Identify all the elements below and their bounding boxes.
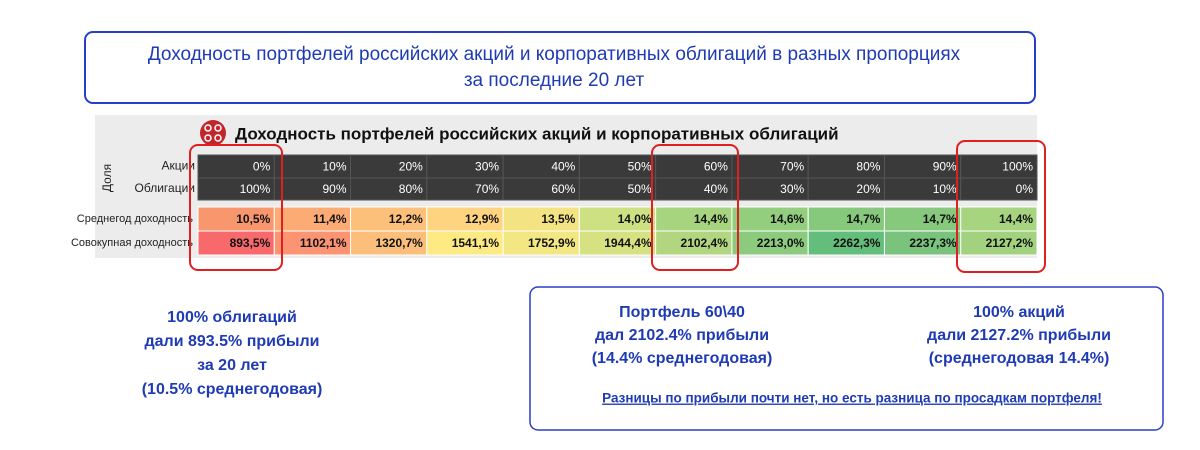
cell-text: 60% xyxy=(704,160,728,174)
cell xyxy=(273,230,352,256)
cell-text: 50% xyxy=(628,160,652,174)
cell-text: 1541,1% xyxy=(452,236,500,250)
row-label: Акции xyxy=(161,159,195,173)
note-line: (10.5% среднегодовая) xyxy=(142,381,323,398)
cell-text: 1944,4% xyxy=(604,236,652,250)
title-line: Доходность портфелей российских акций и … xyxy=(148,44,961,65)
cell xyxy=(883,230,962,256)
cell-text: 10% xyxy=(933,182,957,196)
cell xyxy=(731,230,809,256)
note-line: за 20 лет xyxy=(197,357,267,374)
cell xyxy=(960,177,1038,201)
cell-text: 90% xyxy=(323,182,347,196)
cell xyxy=(273,206,352,232)
cell xyxy=(807,230,885,256)
title-line: за последние 20 лет xyxy=(464,70,645,91)
cell-text: 40% xyxy=(704,182,728,196)
cell xyxy=(578,230,657,256)
cell-text: 80% xyxy=(399,182,423,196)
note-line: дал 2102.4% прибыли xyxy=(595,327,769,344)
cell-text: 12,9% xyxy=(465,212,499,226)
cell-text: 2262,3% xyxy=(833,236,881,250)
note-line: (среднегодовая 14.4%) xyxy=(929,350,1110,367)
cell-text: 90% xyxy=(933,160,957,174)
cell-text: 1752,9% xyxy=(528,236,576,250)
cell-text: 30% xyxy=(780,182,804,196)
notes-box xyxy=(529,286,1164,431)
note-line: Портфель 60\40 xyxy=(619,304,745,321)
cell-text: 14,0% xyxy=(618,212,652,226)
note-line: дали 893.5% прибыли xyxy=(144,333,319,350)
cell-text: 11,4% xyxy=(313,212,347,226)
cell-text: 40% xyxy=(551,160,575,174)
cell xyxy=(960,230,1038,256)
table-title: Доходность портфелей российских акций и … xyxy=(235,124,839,143)
table: Акции 0% 10% 20% 30% 40% 50% 60% 70% 80% 90% 100% Об… xyxy=(71,154,1038,256)
title-box xyxy=(84,31,1036,104)
cell xyxy=(655,230,733,256)
cell-text: 14,7% xyxy=(846,212,880,226)
cell-text: 100% xyxy=(1002,160,1033,174)
cell xyxy=(502,230,580,256)
cell-text: 100% xyxy=(240,182,271,196)
cell-text: 0% xyxy=(253,160,271,174)
cell-text: 14,6% xyxy=(770,212,804,226)
cell xyxy=(197,230,275,256)
cell-text: 1102,1% xyxy=(300,236,347,250)
cell-text: 50% xyxy=(628,182,652,196)
conclusion: Разницы по прибыли почти нет, но есть ра… xyxy=(602,391,1102,406)
cell-text: 0% xyxy=(1016,182,1034,196)
cell-text: 893,5% xyxy=(230,236,271,250)
cell-text: 14,7% xyxy=(923,212,957,226)
cell-text: 10,5% xyxy=(236,212,270,226)
cell-text: 14,4% xyxy=(694,212,728,226)
cell-text: 1320,7% xyxy=(375,236,423,250)
cell-text: 60% xyxy=(551,182,575,196)
cell-text: 70% xyxy=(780,160,804,174)
cell-text: 80% xyxy=(856,160,880,174)
note-line: 100% облигаций xyxy=(167,309,297,326)
cell-text: 2127,2% xyxy=(986,236,1034,250)
cell-text: 70% xyxy=(475,182,499,196)
cell-text: 20% xyxy=(399,160,423,174)
cell-text: 12,2% xyxy=(389,212,423,226)
note-line: 100% акций xyxy=(973,304,1065,321)
note-line: дали 2127.2% прибыли xyxy=(927,327,1111,344)
metric-label: Среднегод доходность xyxy=(77,213,193,225)
cell-text: 20% xyxy=(856,182,880,196)
cell-text: 2102,4% xyxy=(681,236,729,250)
cell-text: 2213,0% xyxy=(757,236,805,250)
cell-text: 10% xyxy=(323,160,347,174)
cell-text: 13,5% xyxy=(541,212,575,226)
metric-label: Совокупная доходность xyxy=(71,237,193,249)
cell xyxy=(350,230,428,256)
group-label: Доля xyxy=(100,164,114,192)
logo xyxy=(200,120,226,146)
cell xyxy=(655,206,733,232)
note-line: (14.4% среднегодовая) xyxy=(592,350,773,367)
row-label: Облигации xyxy=(135,181,195,195)
cell-text: 2237,3% xyxy=(909,236,957,250)
cell-text: 14,4% xyxy=(999,212,1033,226)
cell-text: 30% xyxy=(475,160,499,174)
highlights xyxy=(189,140,1046,273)
